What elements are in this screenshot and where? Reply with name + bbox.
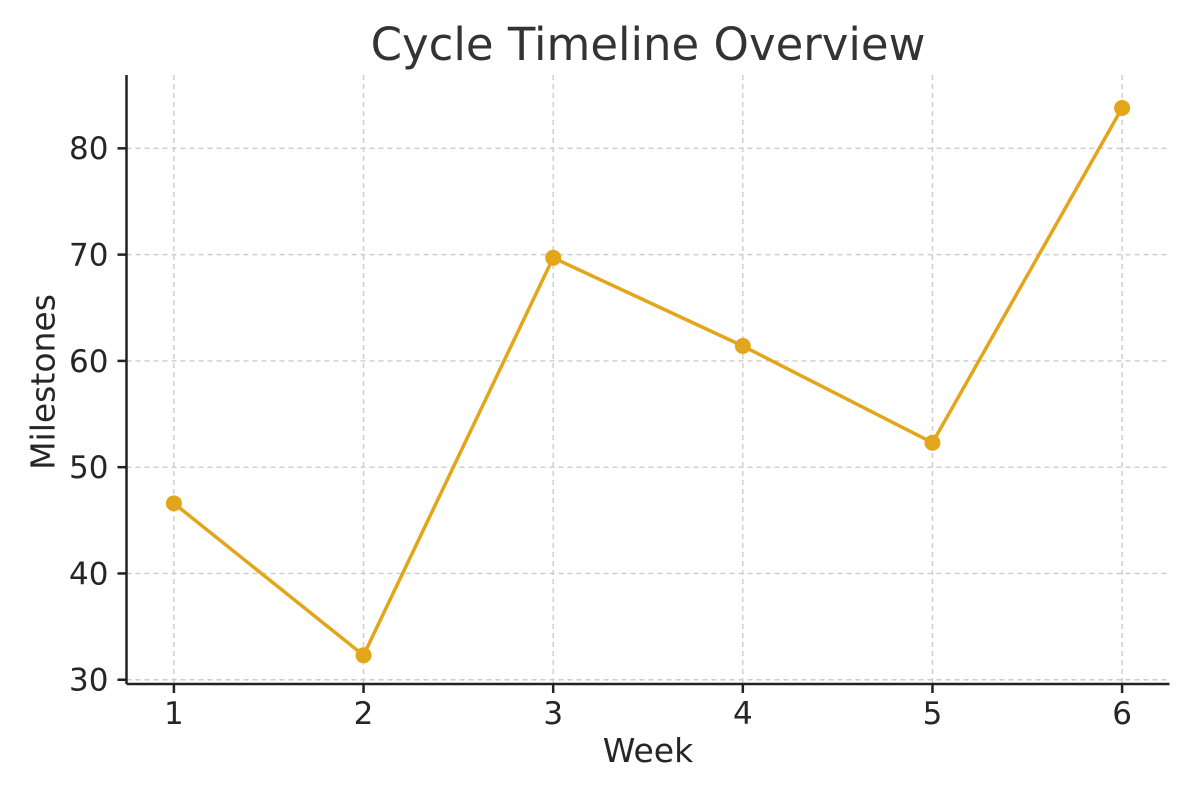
- y-tick-label: 60: [69, 344, 108, 380]
- x-tick-label: 2: [354, 696, 374, 732]
- y-tick-label: 40: [69, 556, 108, 592]
- y-tick-label: 30: [69, 663, 108, 699]
- data-point-marker: [165, 495, 182, 512]
- data-point-marker: [545, 249, 562, 266]
- y-axis-label: Milestones: [23, 294, 63, 470]
- x-tick-label: 5: [923, 696, 943, 732]
- data-point-marker: [355, 647, 372, 664]
- x-tick-label: 6: [1112, 696, 1132, 732]
- x-tick-label: 4: [733, 696, 753, 732]
- y-tick-label: 50: [69, 450, 108, 486]
- chart-title: Cycle Timeline Overview: [370, 18, 926, 71]
- x-tick-label: 3: [543, 696, 563, 732]
- data-point-marker: [924, 434, 941, 451]
- data-point-marker: [1114, 99, 1131, 116]
- y-tick-label: 70: [69, 237, 108, 273]
- x-axis-label: Week: [602, 731, 694, 770]
- series-line: [172, 106, 1124, 658]
- data-point-marker: [734, 338, 751, 355]
- x-tick-label: 1: [164, 696, 184, 732]
- y-tick-label: 80: [69, 131, 108, 167]
